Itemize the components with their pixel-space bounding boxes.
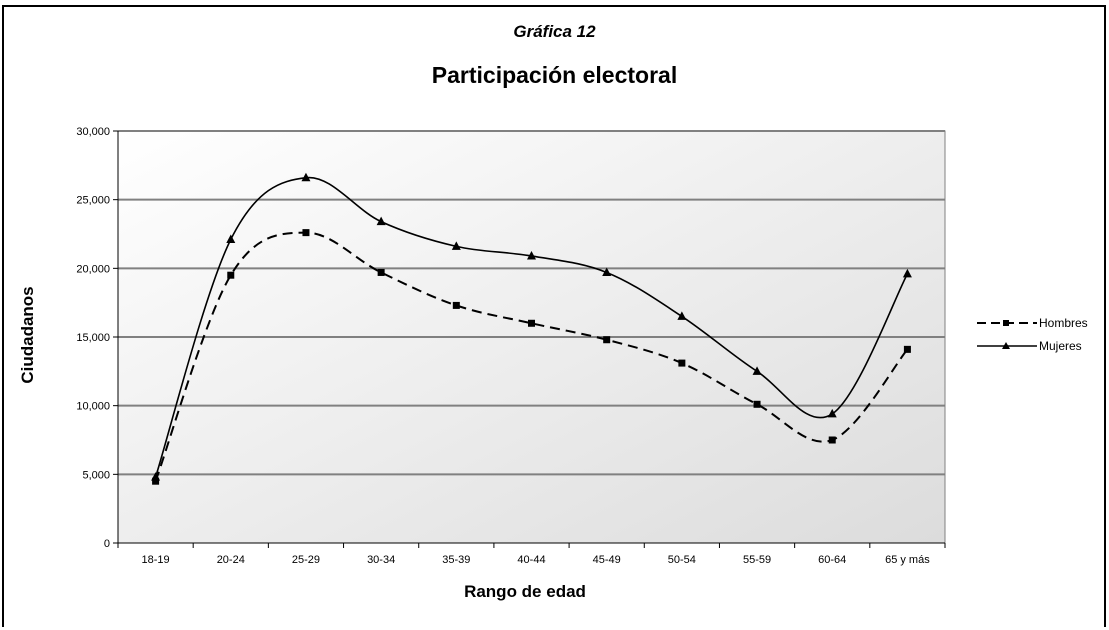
y-tick-label: 0 xyxy=(104,538,110,550)
data-point-hombres xyxy=(603,336,610,343)
y-tick-label: 30,000 xyxy=(76,126,110,138)
x-tick-label: 40-44 xyxy=(517,554,545,566)
data-point-hombres xyxy=(904,346,911,353)
x-tick-label: 35-39 xyxy=(442,554,470,566)
legend-swatch-mujeres xyxy=(975,339,1039,353)
x-tick-label: 55-59 xyxy=(743,554,771,566)
x-tick-label: 60-64 xyxy=(818,554,846,566)
data-point-hombres xyxy=(829,437,836,444)
y-tick-label: 15,000 xyxy=(76,332,110,344)
legend-label-mujeres: Mujeres xyxy=(1039,339,1082,353)
y-tick-label: 10,000 xyxy=(76,401,110,413)
legend-label-hombres: Hombres xyxy=(1039,316,1088,330)
y-tick-label: 25,000 xyxy=(76,195,110,207)
x-tick-label: 30-34 xyxy=(367,554,395,566)
x-tick-label: 25-29 xyxy=(292,554,320,566)
x-axis-label: Rango de edad xyxy=(464,582,586,602)
x-tick-label: 20-24 xyxy=(217,554,245,566)
legend-swatch-hombres xyxy=(975,316,1039,330)
y-tick-label: 20,000 xyxy=(76,263,110,275)
legend-item-hombres: Hombres xyxy=(975,316,1088,330)
x-tick-label: 65 y más xyxy=(885,554,930,566)
x-tick-label: 50-54 xyxy=(668,554,696,566)
y-tick-label: 5,000 xyxy=(82,469,110,481)
x-tick-label: 18-19 xyxy=(142,554,170,566)
y-axis-label: Ciudadanos xyxy=(18,286,38,383)
data-point-hombres xyxy=(453,302,460,309)
data-point-hombres xyxy=(678,360,685,367)
data-point-hombres xyxy=(528,320,535,327)
data-point-hombres xyxy=(754,401,761,408)
legend-item-mujeres: Mujeres xyxy=(975,339,1082,353)
data-point-hombres xyxy=(302,229,309,236)
data-point-hombres xyxy=(227,272,234,279)
data-point-hombres xyxy=(378,269,385,276)
x-tick-label: 45-49 xyxy=(593,554,621,566)
